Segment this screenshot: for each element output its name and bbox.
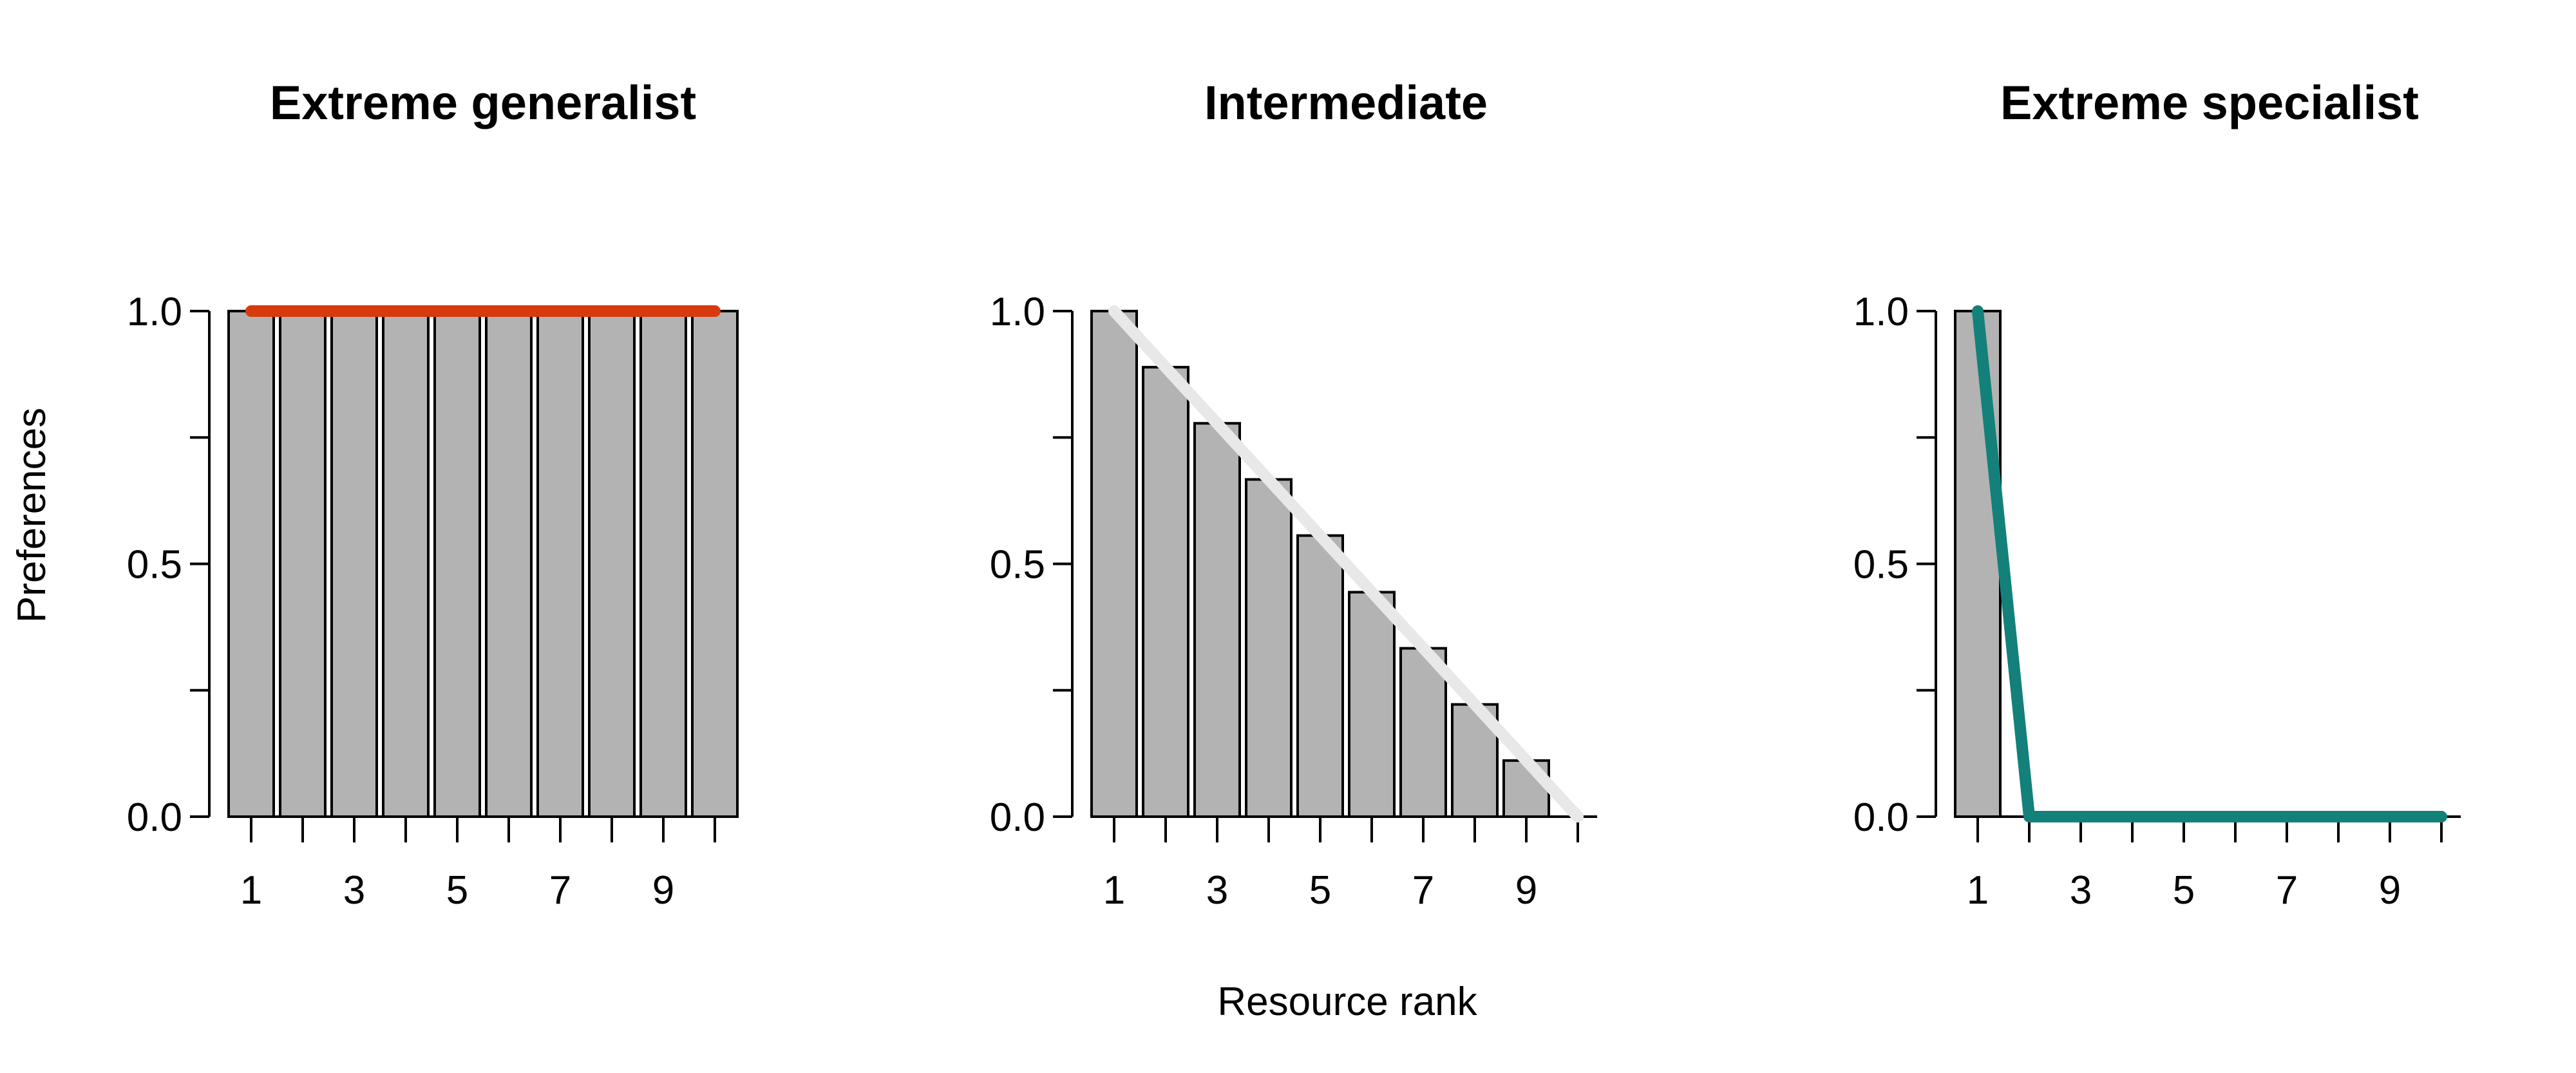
chart-panel-1: Extreme generalist 0.0 0.5 1.0 1 3 5 7 9 (127, 76, 739, 913)
x-tick-label: 7 (1412, 868, 1434, 913)
series-line (1972, 305, 2447, 822)
y-tick-label: 0.5 (127, 543, 182, 587)
bar-4 (382, 310, 430, 818)
bar-3 (1193, 422, 1241, 818)
x-tick-label: 3 (1206, 868, 1228, 913)
bar-8 (588, 310, 636, 818)
x-tick-label: 1 (1103, 868, 1125, 913)
x-tick-label: 5 (446, 868, 468, 913)
chart-panel-2: Intermediate 0.0 0.5 1.0 1 3 5 7 9 (990, 76, 1597, 913)
x-tick-label: 3 (2070, 868, 2092, 913)
y-tick-label: 0.0 (1853, 795, 1909, 840)
chart-panel-3: Extreme specialist 0.0 0.5 1.0 1 3 5 7 9 (1853, 76, 2461, 913)
x-tick-label: 5 (2173, 868, 2195, 913)
y-tick-label: 0.5 (990, 543, 1045, 587)
panel-title: Extreme specialist (2000, 76, 2419, 129)
bar-9 (639, 310, 687, 818)
panel-title: Extreme generalist (270, 76, 696, 129)
bar-7 (536, 310, 584, 818)
bar-1 (1954, 310, 2002, 818)
bar-10 (691, 310, 739, 818)
bar-2 (279, 310, 327, 818)
y-tick-label: 0.0 (127, 795, 182, 840)
x-tick-label: 9 (2379, 868, 2401, 913)
x-tick-label: 9 (1515, 868, 1537, 913)
y-tick-label: 1.0 (990, 290, 1045, 334)
bar-6 (1348, 591, 1396, 819)
y-tick-label: 1.0 (127, 290, 182, 334)
x-tick-label: 1 (1967, 868, 1989, 913)
x-tick-label: 7 (2276, 868, 2298, 913)
x-tick-label: 7 (549, 868, 571, 913)
x-tick-label: 3 (343, 868, 365, 913)
series-line (1108, 305, 1584, 822)
bar-4 (1245, 478, 1293, 818)
bar-5 (433, 310, 481, 818)
x-tick-label: 1 (240, 868, 262, 913)
y-tick-label: 1.0 (1853, 290, 1909, 334)
x-tick-label: 9 (652, 868, 674, 913)
y-tick-label: 0.5 (1853, 543, 1909, 587)
x-axis-label: Resource rank (1217, 980, 1477, 1024)
bar-1 (1090, 310, 1138, 818)
bar-1 (227, 310, 275, 818)
x-tick-label: 5 (1309, 868, 1331, 913)
panel-title: Intermediate (1204, 76, 1488, 129)
bar-5 (1296, 534, 1344, 818)
y-tick-label: 0.0 (990, 795, 1045, 840)
bar-3 (330, 310, 378, 818)
y-axis-label: Preferences (10, 408, 54, 623)
bar-6 (485, 310, 533, 818)
bar-2 (1142, 366, 1189, 818)
